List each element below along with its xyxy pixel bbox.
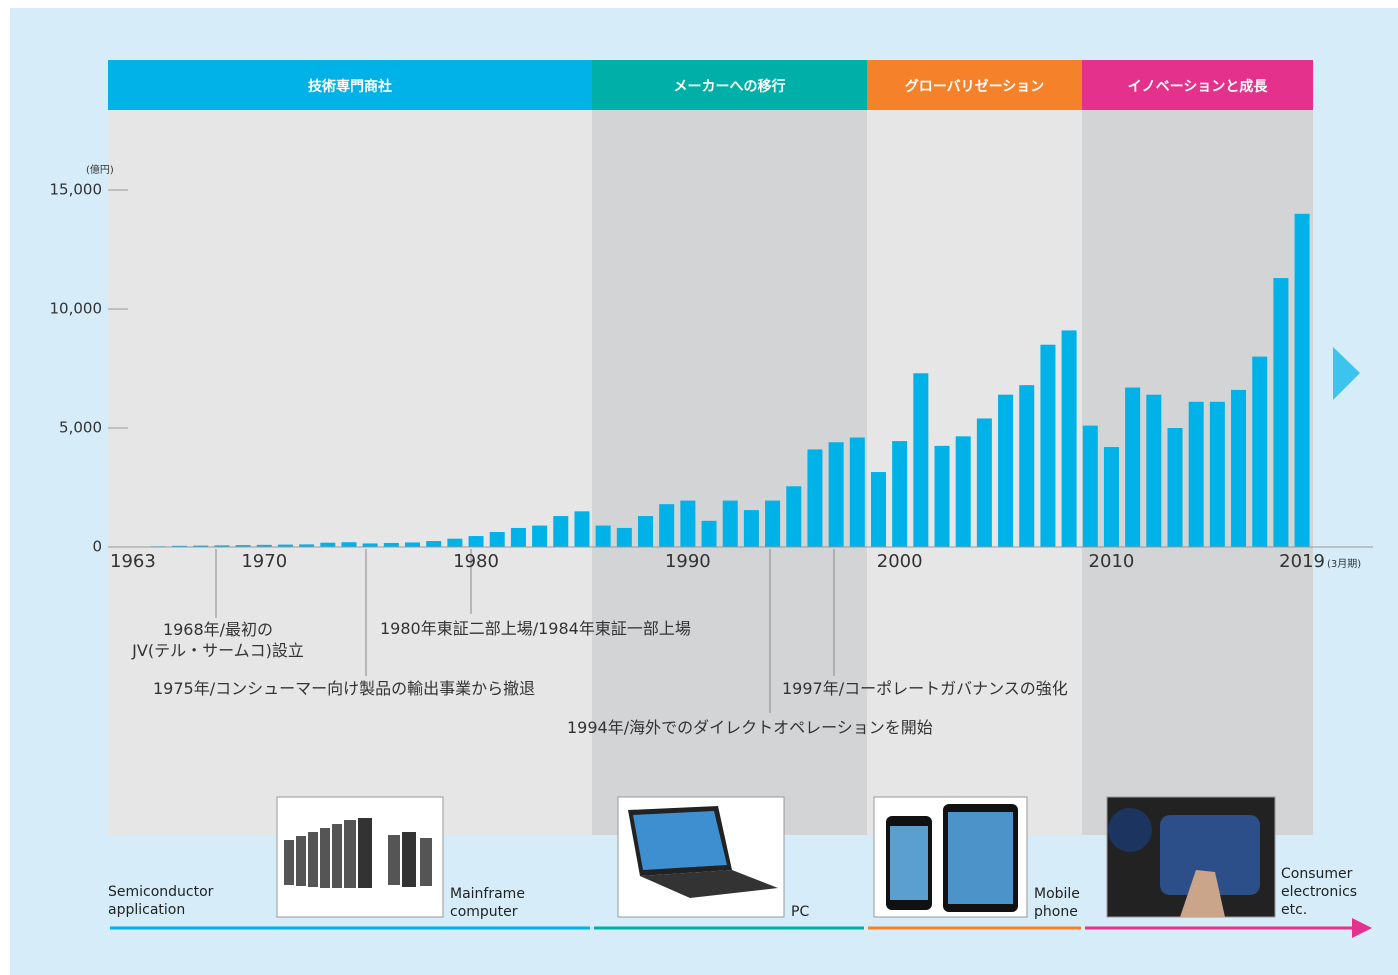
bar	[998, 394, 1014, 547]
x-tick-label: 1990	[665, 551, 711, 572]
bar	[1082, 425, 1098, 547]
phase-panel	[108, 110, 592, 835]
phase-header	[108, 60, 592, 110]
x-tick-label: 1980	[453, 551, 499, 572]
bar	[1252, 356, 1268, 547]
bar	[743, 510, 759, 547]
x-suffix: (3月期)	[1327, 558, 1361, 570]
bar	[532, 525, 548, 547]
bar	[341, 542, 357, 547]
y-tick-label: 5,000	[59, 419, 102, 437]
bar	[1167, 428, 1183, 547]
bar	[362, 543, 378, 547]
bar	[1061, 330, 1077, 547]
x-tick-label: 1963	[110, 551, 156, 572]
bar	[256, 544, 272, 547]
x-tick-label: 2019	[1279, 551, 1325, 572]
phase-label: 技術専門商社	[308, 78, 392, 95]
bar	[892, 441, 908, 547]
x-tick-label: 2010	[1089, 551, 1135, 572]
bar	[616, 527, 632, 547]
application-label: Mobile phone	[1034, 886, 1080, 920]
bar	[807, 449, 823, 547]
connectors	[215, 549, 835, 713]
bar	[1040, 344, 1056, 547]
phase-label: イノベーションと成長	[1128, 78, 1269, 95]
application-label: Consumer electronics etc.	[1281, 866, 1358, 918]
bar	[849, 437, 865, 547]
bar	[701, 520, 717, 547]
bar	[1209, 401, 1225, 547]
phase-label: メーカーへの移行	[674, 78, 786, 95]
annotation: 1968年/最初の JV(テル・サームコ)設立	[132, 620, 304, 660]
bar	[553, 516, 569, 547]
bar	[1125, 387, 1141, 547]
bar	[426, 541, 442, 547]
application-label: Semiconductor application	[108, 884, 214, 918]
bar	[1273, 278, 1289, 547]
bar	[193, 545, 209, 547]
annotation: 1994年/海外でのダイレクトオペレーションを開始	[567, 718, 933, 737]
arrow	[1333, 347, 1360, 400]
y-unit: (億円)	[86, 163, 114, 176]
bar	[976, 418, 992, 547]
bar	[1231, 389, 1247, 547]
bar	[934, 445, 950, 547]
y-tick-label: 0	[92, 538, 102, 556]
annotation: 1980年東証二部上場/1984年東証一部上場	[380, 619, 691, 638]
phase-label: グローバリゼーション	[905, 78, 1045, 95]
y-tick-label: 10,000	[50, 300, 103, 318]
image-mobile	[873, 796, 1028, 918]
bar	[955, 436, 971, 547]
bar	[765, 500, 781, 547]
bar	[1103, 447, 1119, 547]
bar	[574, 511, 590, 547]
bar	[680, 500, 696, 547]
image-mainframe	[276, 796, 444, 918]
bar	[489, 532, 505, 547]
bar	[214, 545, 230, 547]
phase-header	[867, 60, 1082, 110]
timeline-arrowhead	[1352, 918, 1372, 938]
phase-header	[1082, 60, 1313, 110]
bar	[510, 527, 526, 547]
bar	[468, 536, 484, 547]
bar	[659, 504, 675, 547]
bar	[638, 516, 653, 547]
image-consumer	[1106, 796, 1276, 918]
bar	[913, 373, 929, 547]
x-tick-label: 2000	[877, 551, 923, 572]
bar	[299, 544, 315, 547]
bar	[235, 545, 251, 547]
bar	[172, 545, 188, 547]
bar	[405, 542, 421, 547]
bar	[277, 544, 293, 547]
bar	[870, 472, 886, 547]
image-pc	[617, 796, 785, 918]
bar	[383, 542, 399, 547]
bar	[595, 525, 611, 547]
bar	[1188, 401, 1204, 547]
phase-header	[592, 60, 867, 110]
bar	[320, 542, 336, 547]
application-label: Mainframe computer	[450, 886, 525, 920]
annotation: 1997年/コーポレートガバナンスの強化	[782, 679, 1068, 698]
y-tick-label: 15,000	[50, 181, 103, 199]
bar	[786, 486, 802, 547]
bar	[828, 442, 844, 547]
bar	[447, 538, 463, 547]
bar	[1146, 394, 1162, 547]
x-tick-label: 1970	[241, 551, 287, 572]
application-label: PC	[791, 904, 810, 920]
bar	[722, 500, 738, 547]
bar	[1294, 213, 1310, 548]
annotation: 1975年/コンシューマー向け製品の輸出事業から撤退	[153, 679, 536, 698]
bar	[1019, 385, 1035, 547]
